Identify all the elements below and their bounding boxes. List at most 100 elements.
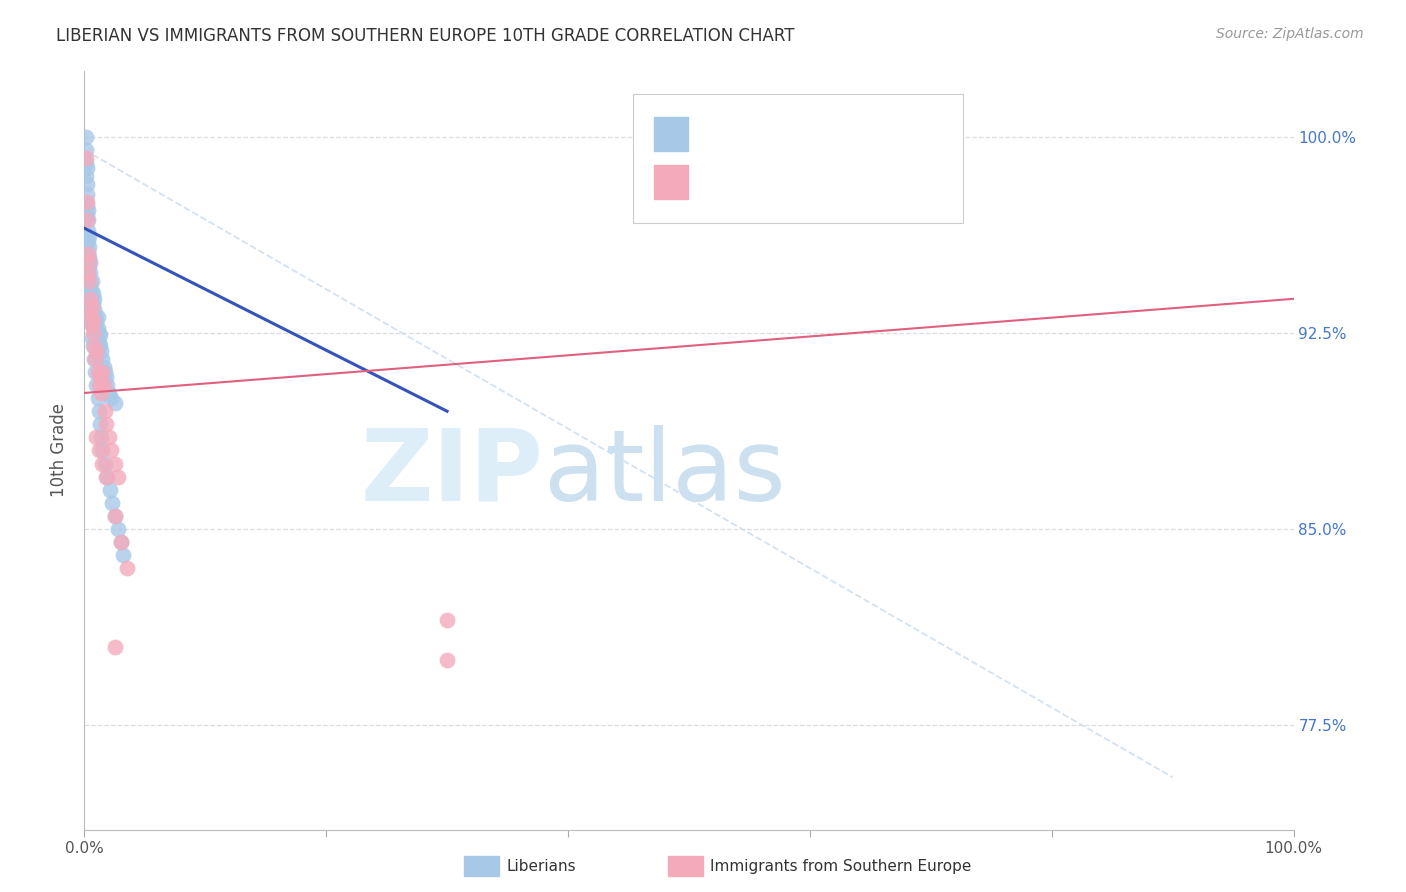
Point	[86, 310, 108, 325]
Point	[77, 292, 100, 306]
Y-axis label: 10th Grade: 10th Grade	[51, 403, 69, 498]
Point	[83, 339, 105, 353]
Point	[82, 286, 104, 301]
Point	[91, 351, 114, 366]
Point	[76, 195, 98, 210]
Point	[87, 443, 110, 458]
Point	[82, 308, 104, 322]
Point	[79, 308, 101, 322]
Text: N =: N =	[815, 123, 855, 141]
Point	[94, 404, 117, 418]
Point	[76, 208, 98, 222]
Point	[86, 378, 108, 392]
Point	[90, 430, 112, 444]
Point	[77, 229, 100, 244]
Point	[87, 378, 110, 392]
Point	[76, 213, 98, 227]
Point	[75, 143, 97, 157]
Point	[77, 286, 100, 301]
Point	[91, 457, 114, 471]
Point	[76, 161, 98, 175]
Point	[83, 292, 105, 306]
Text: LIBERIAN VS IMMIGRANTS FROM SOUTHERN EUROPE 10TH GRADE CORRELATION CHART: LIBERIAN VS IMMIGRANTS FROM SOUTHERN EUR…	[56, 27, 794, 45]
Point	[80, 318, 103, 332]
Point	[93, 378, 115, 392]
Text: -0.259: -0.259	[740, 123, 804, 141]
Point	[86, 344, 108, 359]
Point	[77, 244, 100, 259]
Point	[98, 483, 121, 497]
Point	[76, 187, 98, 202]
Point	[107, 469, 129, 483]
Point	[90, 344, 112, 359]
Point	[94, 469, 117, 483]
Point	[110, 535, 132, 549]
Point	[84, 308, 107, 322]
Point	[75, 151, 97, 165]
Text: 38: 38	[855, 173, 880, 191]
Point	[104, 457, 127, 471]
Point	[77, 260, 100, 275]
Point	[75, 169, 97, 183]
Point	[91, 443, 114, 458]
Point	[79, 292, 101, 306]
Point	[94, 365, 117, 379]
Point	[82, 339, 104, 353]
Point	[77, 305, 100, 319]
Point	[89, 417, 111, 432]
Point	[82, 312, 104, 326]
Point	[93, 359, 115, 374]
Point	[89, 370, 111, 384]
Point	[100, 391, 122, 405]
Point	[76, 197, 98, 211]
Point	[89, 328, 111, 343]
Text: ZIP: ZIP	[361, 425, 544, 522]
Point	[79, 266, 101, 280]
Text: 0.151: 0.151	[747, 173, 803, 191]
Point	[76, 278, 98, 293]
Point	[84, 365, 107, 379]
Point	[79, 276, 101, 290]
Point	[75, 247, 97, 261]
Text: Source: ZipAtlas.com: Source: ZipAtlas.com	[1216, 27, 1364, 41]
Point	[77, 273, 100, 287]
Point	[104, 396, 127, 410]
Point	[79, 297, 101, 311]
Point	[75, 260, 97, 275]
Point	[77, 202, 100, 217]
Point	[89, 339, 111, 353]
Point	[79, 286, 101, 301]
Point	[77, 255, 100, 269]
Point	[96, 469, 118, 483]
Point	[104, 640, 127, 654]
Point	[82, 326, 104, 340]
Point	[83, 351, 105, 366]
Point	[94, 370, 117, 384]
Point	[90, 386, 112, 401]
Point	[94, 457, 117, 471]
Point	[87, 336, 110, 351]
Text: Immigrants from Southern Europe: Immigrants from Southern Europe	[710, 859, 972, 873]
Point	[100, 443, 122, 458]
Point	[115, 561, 138, 575]
Point	[112, 548, 135, 562]
Text: 80: 80	[855, 123, 880, 141]
Point	[436, 614, 458, 628]
Text: N =: N =	[815, 173, 855, 191]
Point	[80, 318, 103, 332]
Point	[76, 266, 98, 280]
Point	[110, 535, 132, 549]
Point	[94, 417, 117, 432]
Point	[83, 302, 105, 317]
Point	[77, 213, 100, 227]
Text: R =: R =	[696, 123, 735, 141]
Point	[86, 391, 108, 405]
Point	[77, 224, 100, 238]
Point	[80, 273, 103, 287]
Point	[104, 508, 127, 523]
Point	[86, 312, 108, 326]
Point	[79, 312, 101, 326]
Point	[96, 378, 118, 392]
Point	[97, 430, 120, 444]
Point	[77, 239, 100, 253]
